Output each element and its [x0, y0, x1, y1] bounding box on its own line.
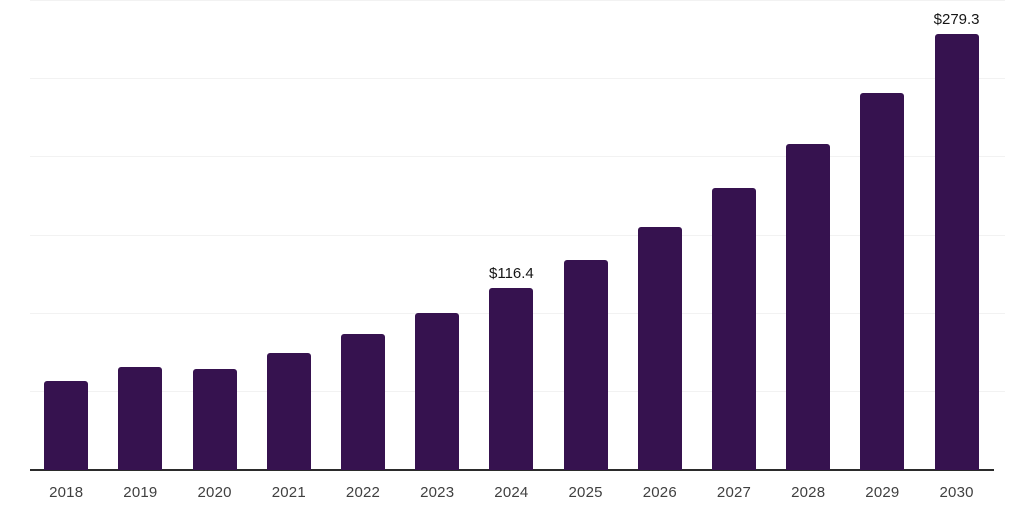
bar-2020 [192, 369, 237, 470]
bar-2023 [415, 312, 460, 470]
bar-2028 [786, 144, 831, 470]
x-tick-2030: 2030 [939, 484, 974, 501]
x-tick-2021: 2021 [271, 484, 306, 501]
bar-2027 [712, 188, 756, 470]
bar-2026 [637, 226, 682, 470]
bar-2019 [118, 367, 163, 470]
bar-2030 [934, 33, 979, 470]
x-tick-2025: 2025 [568, 484, 603, 501]
x-tick-2018: 2018 [49, 484, 84, 501]
x-tick-2024: 2024 [494, 484, 529, 501]
x-tick-2029: 2029 [865, 484, 900, 501]
x-axis-line [30, 469, 994, 471]
x-tick-2028: 2028 [791, 484, 826, 501]
data-label-2030: $279.3 [933, 10, 980, 28]
x-tick-2023: 2023 [420, 484, 455, 501]
bar-2029 [860, 92, 905, 470]
gridline-300 [30, 0, 1005, 2]
x-tick-2026: 2026 [642, 484, 677, 501]
x-tick-2027: 2027 [716, 484, 752, 501]
bar-2024 [489, 288, 534, 470]
x-tick-2020: 2020 [197, 484, 232, 501]
data-label-2024: $116.4 [489, 265, 534, 283]
x-tick-2022: 2022 [345, 484, 381, 501]
x-tick-2019: 2019 [123, 484, 158, 501]
bar-2018 [44, 380, 89, 470]
bar-2022 [341, 334, 385, 470]
bar-2025 [563, 259, 608, 470]
bar-2021 [266, 352, 311, 470]
gridline-250 [30, 78, 1005, 80]
gridline-150 [30, 234, 1005, 236]
gridline-200 [30, 156, 1005, 158]
